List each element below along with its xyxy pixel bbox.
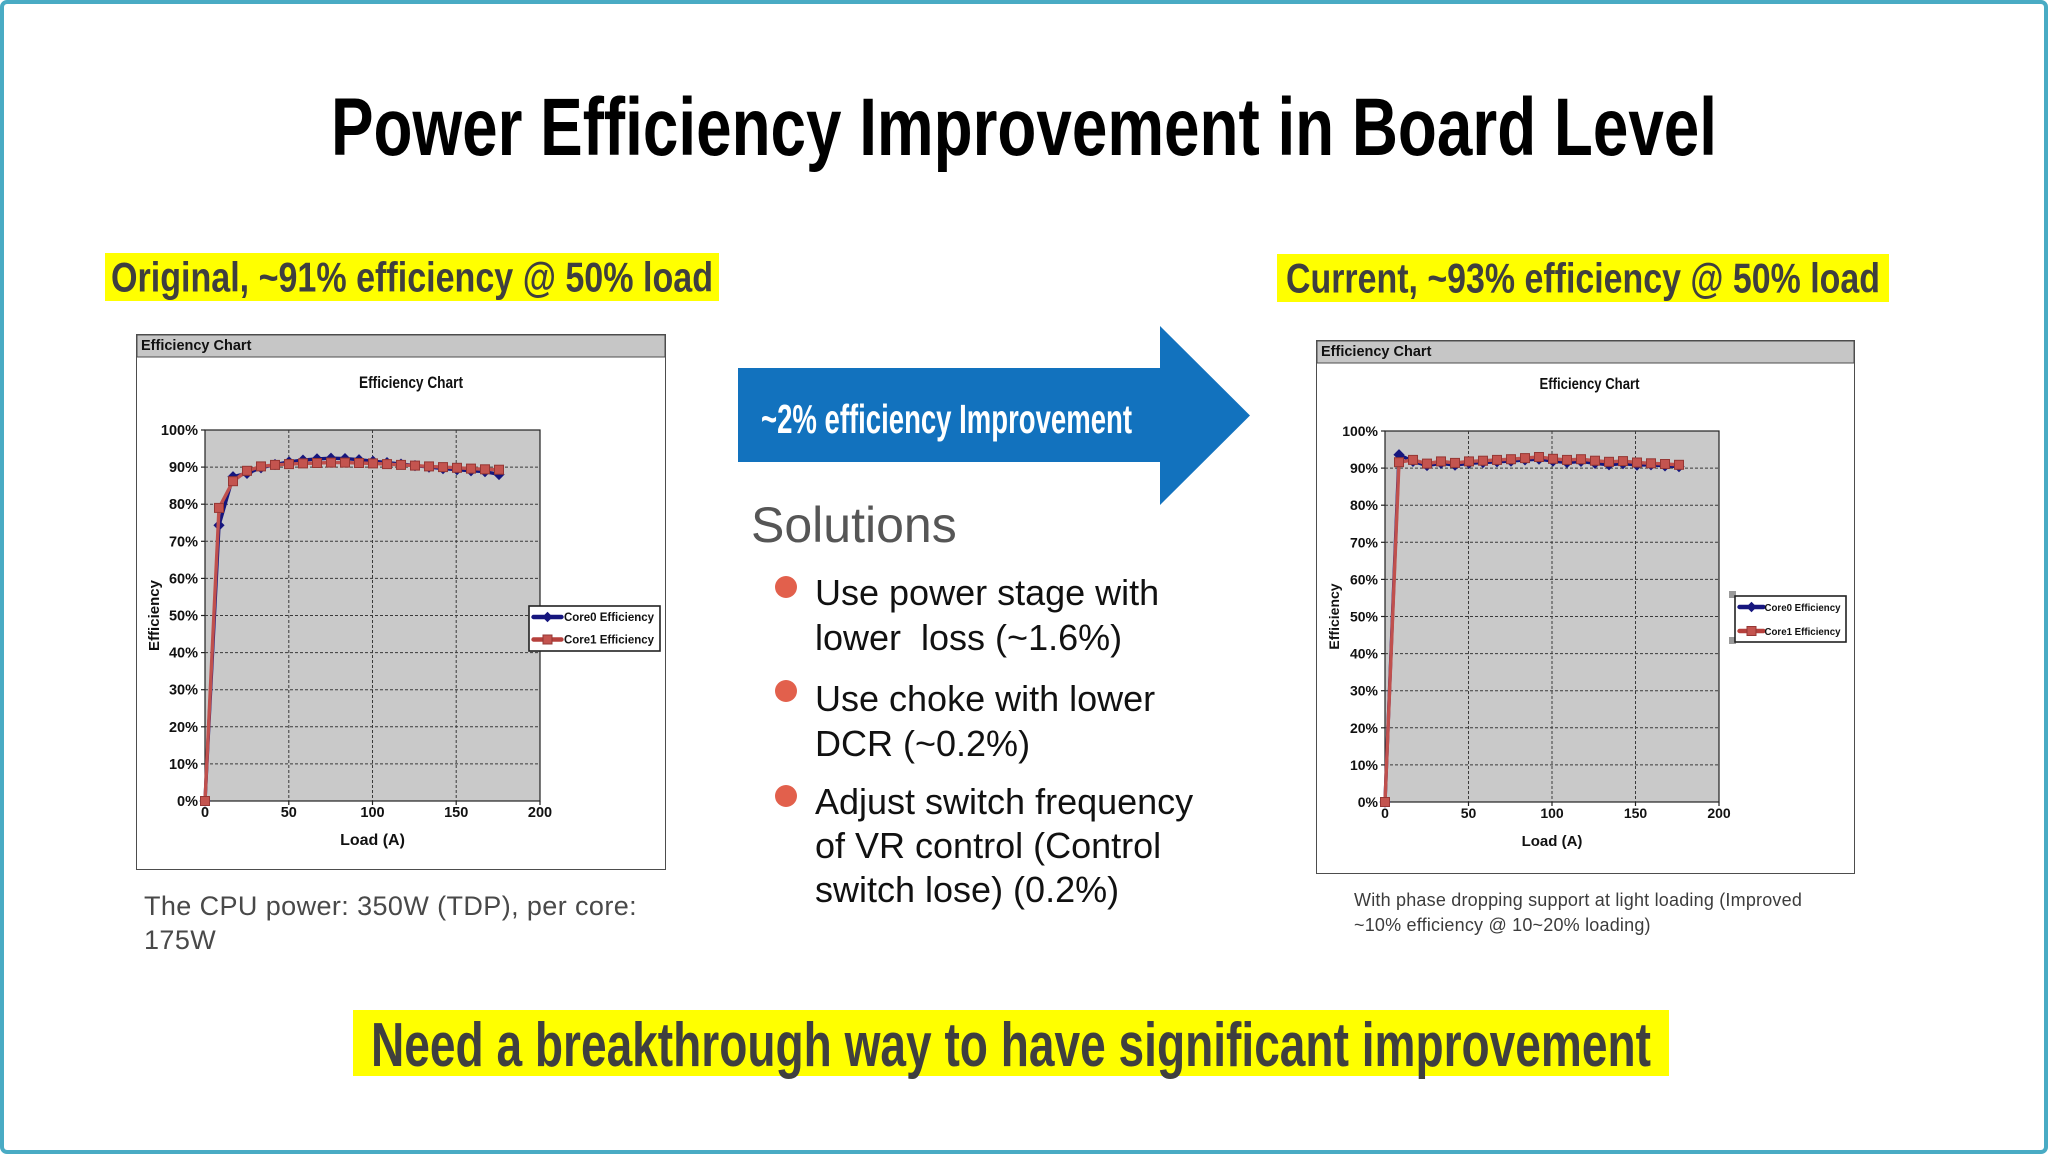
svg-text:200: 200 [528,805,552,821]
svg-text:Core1 Efficiency: Core1 Efficiency [1765,626,1841,638]
svg-text:0: 0 [201,805,209,821]
svg-text:60%: 60% [1350,571,1379,587]
svg-text:Efficiency Chart: Efficiency Chart [1540,376,1641,393]
svg-text:150: 150 [444,805,468,821]
svg-text:90%: 90% [169,460,198,476]
svg-text:80%: 80% [169,497,198,513]
svg-text:Efficiency: Efficiency [1326,583,1342,649]
svg-text:150: 150 [1624,805,1648,821]
svg-text:10%: 10% [169,757,198,773]
svg-text:30%: 30% [1350,683,1379,699]
svg-text:70%: 70% [1350,534,1379,550]
svg-text:100%: 100% [161,423,198,439]
svg-text:70%: 70% [169,534,198,550]
svg-text:Power Efficiency Improvement i: Power Efficiency Improvement in Board Le… [331,82,1717,173]
svg-text:0: 0 [1381,805,1389,821]
svg-text:Efficiency Chart: Efficiency Chart [1321,344,1432,360]
svg-text:20%: 20% [1350,720,1379,736]
svg-text:50: 50 [281,805,297,821]
svg-text:40%: 40% [169,646,198,662]
svg-text:Need a breakthrough way to hav: Need a breakthrough way to have signific… [371,1011,1651,1080]
svg-text:Original, ~91% efficiency @ 50: Original, ~91% efficiency @ 50% load [111,254,713,301]
svg-text:20%: 20% [169,720,198,736]
svg-text:Core0 Efficiency: Core0 Efficiency [564,612,655,624]
svg-text:100: 100 [360,805,384,821]
svg-text:30%: 30% [169,683,198,699]
svg-text:0%: 0% [177,794,198,810]
svg-text:Current, ~93% efficiency @ 50%: Current, ~93% efficiency @ 50% load [1286,255,1880,302]
svg-text:Efficiency: Efficiency [146,579,163,651]
svg-text:50%: 50% [169,609,198,625]
svg-text:Load (A): Load (A) [1522,833,1583,850]
svg-text:10%: 10% [1350,757,1379,773]
svg-text:100%: 100% [1342,423,1378,439]
svg-text:Core0 Efficiency: Core0 Efficiency [1765,602,1841,614]
svg-text:50%: 50% [1350,609,1379,625]
svg-text:40%: 40% [1350,646,1379,662]
svg-text:0%: 0% [1358,794,1379,810]
svg-text:200: 200 [1707,805,1731,821]
svg-text:Core1 Efficiency: Core1 Efficiency [564,635,655,647]
svg-text:80%: 80% [1350,497,1379,513]
svg-text:~2% efficiency Improvement: ~2% efficiency Improvement [761,396,1132,442]
svg-text:Efficiency Chart: Efficiency Chart [359,373,463,392]
svg-text:90%: 90% [1350,460,1379,476]
svg-text:Load (A): Load (A) [340,832,405,849]
svg-text:50: 50 [1461,805,1477,821]
svg-text:Efficiency Chart: Efficiency Chart [141,338,252,354]
svg-text:100: 100 [1540,805,1564,821]
svg-text:60%: 60% [169,571,198,587]
